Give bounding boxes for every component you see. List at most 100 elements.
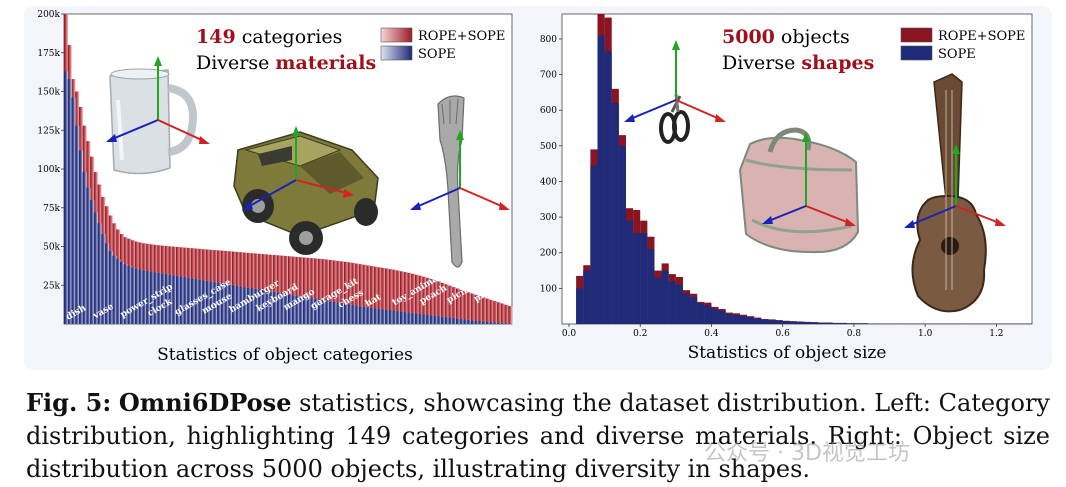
rope-bar — [344, 261, 349, 324]
rope-bar — [467, 292, 472, 324]
caption-text: statistics, showcasing the dataset distr… — [26, 389, 1050, 483]
sope-bar — [78, 150, 83, 324]
sope-bar — [82, 172, 87, 324]
left-legend-rope: ROPE+SOPE — [418, 29, 505, 44]
sope-bar — [441, 316, 446, 324]
glass-mug-illustration — [109, 68, 197, 175]
sope-bar — [273, 292, 278, 324]
sope-bar — [444, 317, 449, 324]
left-y-tick-label: 100k — [37, 165, 60, 175]
caption-dataset-name: Omni6DPose — [118, 388, 292, 417]
sope-bar — [179, 276, 184, 324]
sope-bar — [388, 310, 393, 324]
rope-bar — [392, 269, 397, 324]
sope-bar — [381, 309, 386, 324]
rope-bar — [437, 281, 442, 324]
sope-bar — [351, 305, 356, 324]
rope-bar — [396, 270, 401, 324]
sope-bar — [194, 279, 199, 324]
rope-bar — [280, 255, 285, 324]
rope-bar — [426, 277, 431, 324]
sope-bar — [93, 212, 98, 324]
sope-bar — [86, 187, 91, 324]
sope-bar — [299, 296, 304, 324]
rope-bar — [261, 254, 266, 324]
sope-bar — [276, 292, 281, 324]
rope-bar — [377, 267, 382, 324]
left-legend: ROPE+SOPE SOPE — [380, 27, 505, 62]
rope-bar — [340, 261, 345, 324]
sope-bar — [157, 272, 162, 324]
sope-bar — [213, 282, 218, 324]
sope-bar — [220, 283, 225, 324]
sope-bar — [474, 320, 479, 324]
sope-bar — [347, 304, 352, 324]
left-series-sope — [64, 71, 513, 324]
rope-bar — [400, 271, 405, 324]
sope-bar — [414, 313, 419, 324]
sope-bar — [377, 308, 382, 324]
left-y-tick-label: 25k — [43, 281, 60, 291]
sope-bar — [261, 290, 266, 324]
left-y-tick-label: 200k — [37, 10, 60, 20]
sope-bar — [288, 294, 293, 324]
sope-bar — [134, 268, 139, 324]
sope-bar — [243, 287, 248, 324]
sope-bar — [302, 297, 307, 324]
rope-bar — [325, 259, 330, 324]
rope-bar — [288, 256, 293, 324]
rope-bar — [497, 302, 502, 324]
rope-bar — [485, 298, 490, 324]
figure-caption: Fig. 5: Omni6DPose statistics, showcasin… — [26, 386, 1050, 486]
rope-bar — [414, 274, 419, 324]
sope-bar — [411, 312, 416, 324]
rope-bar — [295, 256, 300, 324]
sope-bar — [456, 318, 461, 324]
sope-bar — [123, 264, 128, 324]
sope-bar — [250, 288, 255, 324]
sope-bar — [131, 267, 136, 324]
sope-bar — [246, 287, 251, 324]
rope-bar — [444, 284, 449, 324]
sope-bar — [362, 306, 367, 324]
rope-bar — [418, 275, 423, 324]
rope-bar — [422, 276, 427, 324]
sope-bar — [269, 291, 274, 324]
sope-bar — [437, 316, 442, 324]
left-y-tick-label: 150k — [37, 88, 60, 98]
sope-bar — [329, 301, 334, 324]
rope-bar — [388, 269, 393, 324]
rope-bar — [373, 266, 378, 324]
rope-bar — [482, 297, 487, 324]
rope-bar — [385, 268, 390, 324]
rope-bar — [276, 255, 281, 324]
sope-bar — [265, 290, 270, 324]
sope-bar — [209, 281, 214, 324]
sope-bar — [142, 270, 147, 324]
rope-bar — [433, 280, 438, 324]
sope-bar — [187, 277, 192, 324]
toy-jeep-illustration — [233, 131, 379, 255]
sope-bar — [426, 314, 431, 324]
sope-bar — [101, 234, 106, 324]
sope-bar — [489, 322, 494, 324]
sope-bar — [280, 293, 285, 324]
rope-bar — [459, 289, 464, 324]
rope-bar — [336, 260, 341, 324]
sope-bar — [198, 279, 203, 324]
sope-bar — [392, 310, 397, 324]
sope-bar — [116, 258, 121, 324]
sope-bar — [358, 306, 363, 324]
mug-axes — [106, 56, 210, 144]
sope-bar — [497, 322, 502, 324]
sope-bar — [500, 323, 505, 324]
rope-bar — [448, 285, 453, 324]
sope-bar — [254, 288, 259, 324]
rope-bar — [504, 304, 509, 324]
sope-bar — [306, 297, 311, 324]
rope-bar — [254, 253, 259, 324]
sope-bar — [168, 274, 173, 324]
sope-bar — [90, 200, 95, 324]
rope-bar — [347, 262, 352, 324]
